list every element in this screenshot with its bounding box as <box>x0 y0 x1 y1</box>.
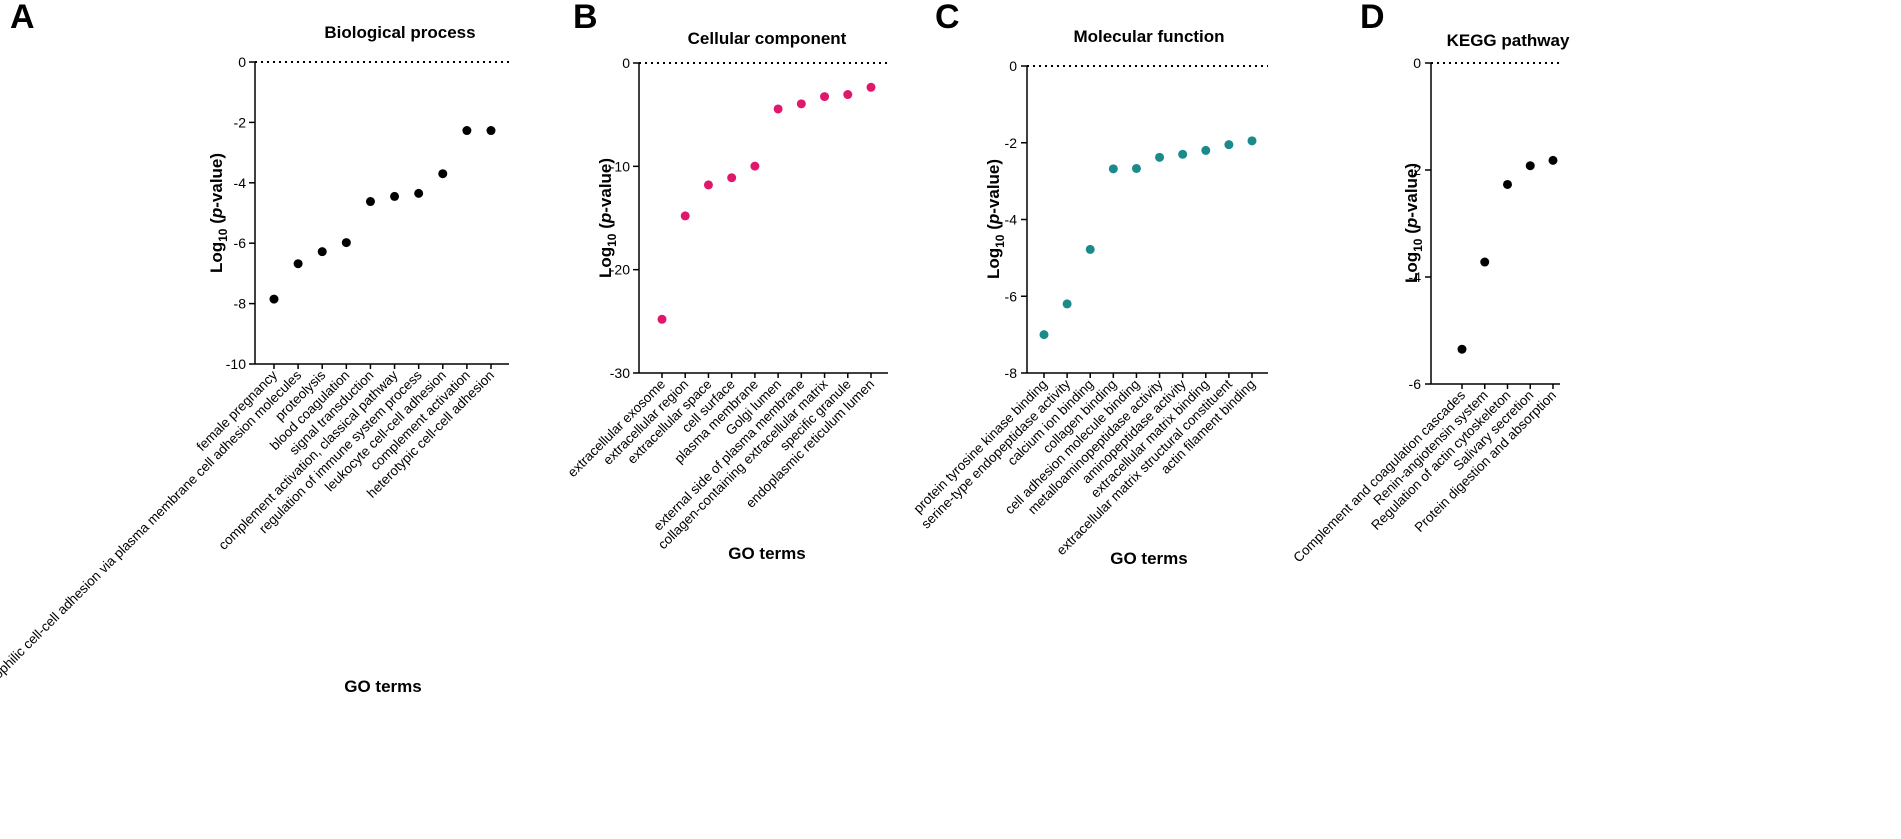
panel-a-point <box>317 247 327 257</box>
panel-d-y-tick-label: -6 <box>1409 376 1422 392</box>
panel-b-x-axis-title: GO terms <box>728 544 805 563</box>
panel-c-point <box>1178 149 1188 159</box>
panel-b-y-tick-label: -30 <box>610 365 630 381</box>
panel-a-y-tick-label: -6 <box>234 235 247 251</box>
panel-c-point <box>1039 330 1049 340</box>
panel-c-y-axis-title: Log10 (p-value) <box>984 159 1007 279</box>
panel-b-point <box>727 173 737 183</box>
panel-b-point <box>843 90 853 100</box>
panel-b-point <box>750 161 760 171</box>
panel-a-category-label: heterophilic cell-cell adhesion via plas… <box>0 367 304 703</box>
panel-b-letter: B <box>573 0 598 36</box>
panel-c-y-tick-label: -8 <box>1005 365 1018 381</box>
panel-c-y-tick-label: -4 <box>1005 212 1018 228</box>
panel-d-y-tick-label: 0 <box>1413 55 1421 71</box>
panel-b-y-tick-label: 0 <box>622 55 630 71</box>
panel-a-y-axis-title: Log10 (p-value) <box>207 153 230 273</box>
panel-d-y-tick-label: -2 <box>1409 162 1422 178</box>
panel-d-category-label: Complement and coagulation cascades <box>1290 387 1468 565</box>
panel-a-y-tick-label: -4 <box>234 175 247 191</box>
panel-c-point <box>1201 145 1211 155</box>
panel-a-letter: A <box>10 0 35 36</box>
panel-b-point <box>703 180 713 190</box>
panel-d-point <box>1548 155 1558 165</box>
panel-a-point <box>341 238 351 248</box>
panel-a-title: Biological process <box>324 23 475 42</box>
panel-d-letter: D <box>1360 0 1385 36</box>
panel-c: C Molecular function 0 -2 -4 -6 -8 Log10 (p-val… <box>911 0 1268 568</box>
panel-c-point <box>1062 299 1072 309</box>
panel-d: D KEGG pathway 0 -2 -4 -6 Log10 (p-value) Compl… <box>1290 0 1570 565</box>
panel-c-point <box>1108 164 1118 174</box>
panel-a-point <box>269 294 279 304</box>
panel-c-title: Molecular function <box>1073 27 1224 46</box>
panel-a-y-tick-label: 0 <box>238 54 246 70</box>
panel-c-x-axis-title: GO terms <box>1110 549 1187 568</box>
panel-a-point <box>486 126 496 136</box>
panel-a-point <box>462 126 472 136</box>
panel-a-point <box>414 188 424 198</box>
panel-a-point <box>390 191 400 201</box>
panel-d-point <box>1480 257 1490 267</box>
panel-b-point <box>680 211 690 221</box>
panel-c-point <box>1131 163 1141 173</box>
panel-c-y-tick-label: 0 <box>1009 58 1017 74</box>
panel-c-point <box>1224 140 1234 150</box>
panel-b-point <box>820 92 830 102</box>
panel-a-x-axis-title: GO terms <box>344 677 421 696</box>
panel-b: B Cellular component 0 -10 -20 -30 Log10 (p-va… <box>565 0 888 563</box>
panel-b-y-tick-label: -20 <box>610 262 630 278</box>
panel-a-y-tick-label: -2 <box>234 114 247 130</box>
panel-c-point <box>1085 244 1095 254</box>
panel-b-title: Cellular component <box>688 29 847 48</box>
panel-b-y-tick-label: -10 <box>610 158 630 174</box>
panel-d-y-axis-title: Log10 (p-value) <box>1402 163 1425 283</box>
panel-b-point <box>866 82 876 92</box>
panel-d-title: KEGG pathway <box>1447 31 1570 50</box>
panel-a-y-tick-label: -8 <box>234 296 247 312</box>
panel-b-point <box>657 314 667 324</box>
panel-c-y-tick-label: -2 <box>1005 135 1018 151</box>
panel-a-point <box>365 197 375 207</box>
panel-a-point <box>293 259 303 269</box>
panel-b-point <box>773 104 783 114</box>
panel-d-point <box>1457 344 1467 354</box>
panel-c-point <box>1247 136 1257 146</box>
panel-d-point <box>1503 179 1512 189</box>
panel-d-point <box>1525 161 1535 171</box>
panel-a: A Biological process 0 -2 -4 -6 -8 -10 Log10 (p-… <box>0 0 509 703</box>
panel-c-letter: C <box>935 0 960 36</box>
panel-c-point <box>1155 152 1165 162</box>
panel-a-point <box>438 169 448 179</box>
panel-b-y-axis-title: Log10 (p-value) <box>596 158 619 278</box>
panel-a-y-tick-label: -10 <box>226 356 246 372</box>
panel-b-point <box>796 99 806 109</box>
panel-d-y-tick-label: -4 <box>1409 269 1422 285</box>
panel-c-y-tick-label: -6 <box>1005 288 1018 304</box>
